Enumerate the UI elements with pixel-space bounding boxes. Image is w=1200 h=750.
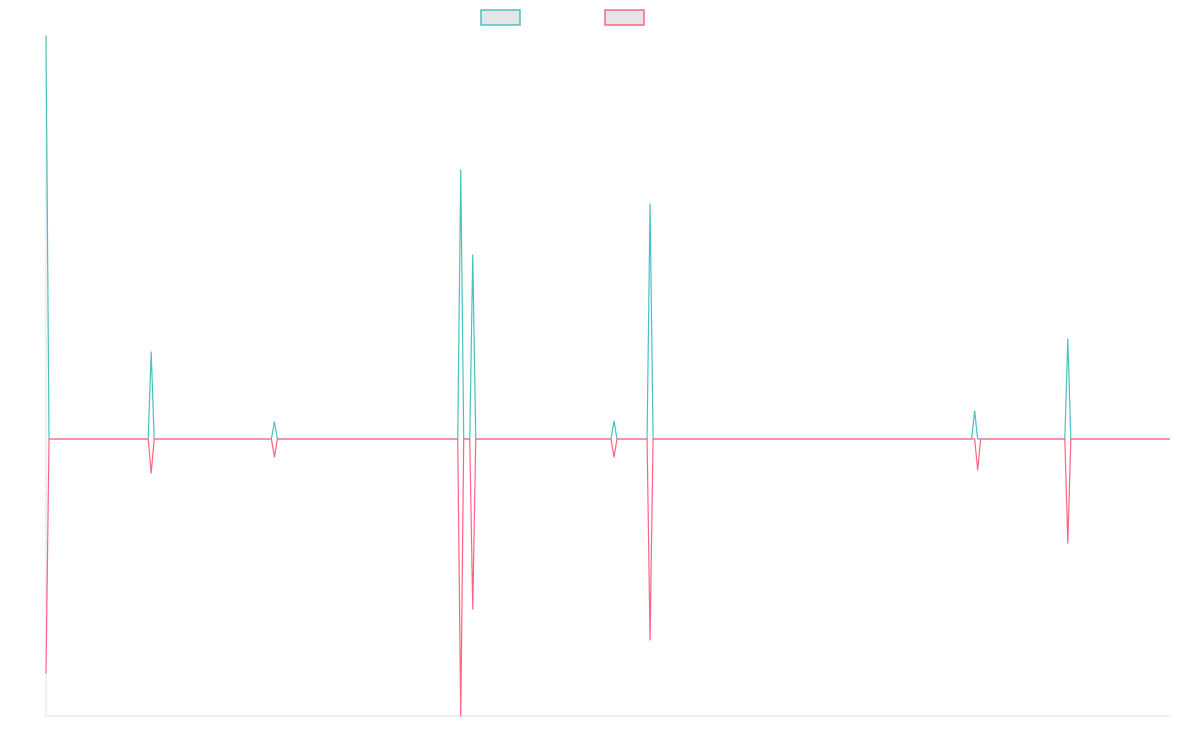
data-point-2-5: [472, 608, 474, 610]
data-point-1-8: [974, 410, 976, 412]
series-line-1: [45, 35, 1170, 440]
data-point-1-3: [273, 421, 276, 423]
legend-swatch-1[interactable]: [480, 9, 521, 26]
data-point-1-5: [472, 254, 474, 256]
data-point-1-1: [45, 35, 47, 37]
legend-swatch-2[interactable]: [604, 9, 645, 26]
data-point-2-1: [45, 672, 47, 674]
data-point-1-4: [460, 169, 462, 171]
data-point-2-9: [1067, 542, 1069, 544]
data-point-1-7: [649, 203, 651, 205]
data-point-2-2: [150, 472, 152, 474]
series-line-2: [45, 438, 1170, 717]
data-point-1-2: [150, 351, 152, 353]
data-point-1-6: [613, 420, 615, 422]
data-point-2-8: [977, 469, 979, 471]
data-point-2-6: [613, 456, 615, 458]
data-point-2-7: [649, 639, 651, 641]
data-point-2-3: [273, 456, 276, 458]
data-point-2-4: [460, 715, 462, 717]
data-point-1-9: [1067, 338, 1069, 340]
